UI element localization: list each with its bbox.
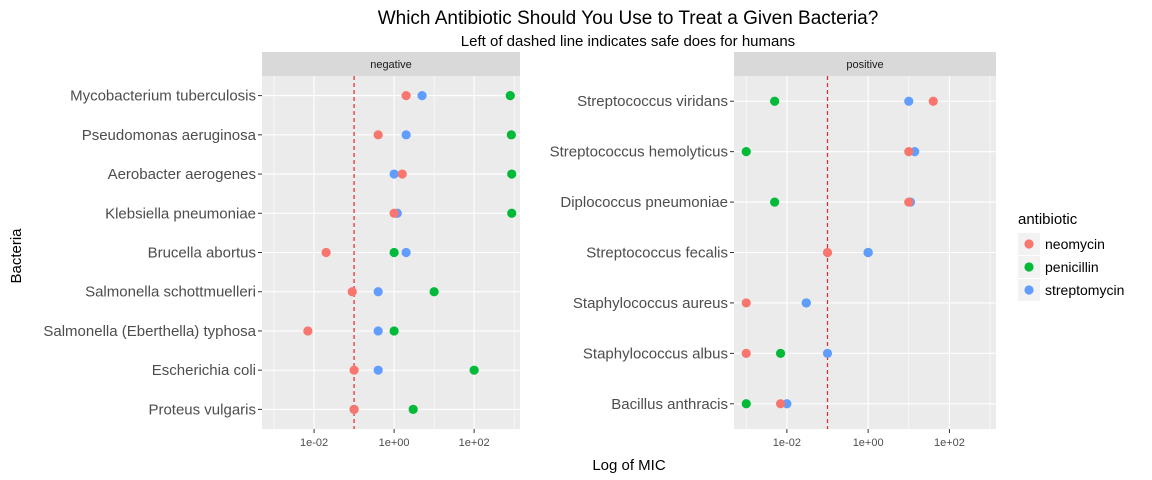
point-neomycin-aerobacter-aerogenes <box>397 169 407 179</box>
y-tick-label-mycobacterium-tuberculosis: Mycobacterium tuberculosis <box>70 88 256 105</box>
y-tick-label-streptococcus-hemolyticus: Streptococcus hemolyticus <box>550 144 728 161</box>
facet-strip-label: negative <box>370 59 412 71</box>
point-neomycin-salmonella-schottmuelleri <box>347 287 357 297</box>
x-tick-label: 1e+00 <box>853 437 884 449</box>
facet-panels: negative Mycobacterium tuberculosis Pseudo… <box>43 52 996 449</box>
point-streptomycin-brucella-abortus <box>401 247 411 258</box>
point-streptomycin-salmonella-eberthella-typhosa <box>373 326 383 336</box>
y-tick-label-aerobacter-aerogenes: Aerobacter aerogenes <box>108 166 256 183</box>
point-neomycin-mycobacterium-tuberculosis <box>401 91 411 101</box>
point-penicillin-proteus-vulgaris <box>408 404 418 414</box>
legend-swatch-streptomycin <box>1024 285 1034 295</box>
point-penicillin-salmonella-eberthella-typhosa <box>389 326 399 336</box>
point-penicillin-mycobacterium-tuberculosis <box>505 91 515 101</box>
point-neomycin-pseudomonas-aeruginosa <box>373 130 383 140</box>
point-neomycin-bacillus-anthracis <box>775 399 786 409</box>
y-tick-label-staphylococcus-aureus: Staphylococcus aureus <box>573 295 728 312</box>
point-streptomycin-staphylococcus-albus <box>822 348 833 358</box>
x-tick-label: 1e+02 <box>459 437 490 449</box>
x-tick-label: 1e-02 <box>773 437 801 449</box>
panel-negative: negative Mycobacterium tuberculosis Pseudo… <box>43 52 520 449</box>
point-streptomycin-escherichia-coli <box>373 365 383 375</box>
legend-title: antibiotic <box>1018 211 1078 228</box>
x-tick-label: 1e+00 <box>379 437 410 449</box>
y-tick-label-klebsiella-pneumoniae: Klebsiella pneumoniae <box>105 205 256 222</box>
point-penicillin-staphylococcus-albus <box>775 348 786 358</box>
point-streptomycin-bacillus-anthracis <box>782 399 792 409</box>
point-streptomycin-pseudomonas-aeruginosa <box>401 130 411 140</box>
y-tick-label-salmonella-eberthella-typhosa: Salmonella (Eberthella) typhosa <box>43 323 256 340</box>
point-streptomycin-salmonella-schottmuelleri <box>373 287 383 297</box>
facet-strip-label: positive <box>846 59 883 71</box>
y-tick-label-brucella-abortus: Brucella abortus <box>148 245 256 262</box>
x-tick-label: 1e-02 <box>300 437 328 449</box>
legend-label-penicillin: penicillin <box>1045 259 1099 275</box>
legend-entries: neomycin penicillin streptomycin <box>1018 233 1124 301</box>
point-neomycin-diplococcus-pneumoniae <box>904 197 914 207</box>
legend-label-neomycin: neomycin <box>1045 236 1105 252</box>
point-penicillin-pseudomonas-aeruginosa <box>506 130 516 140</box>
legend: antibiotic neomycin penicillin streptomyci… <box>1018 211 1124 301</box>
point-penicillin-brucella-abortus <box>389 247 399 258</box>
y-tick-label-salmonella-schottmuelleri: Salmonella schottmuelleri <box>85 284 256 301</box>
chart-subtitle: Left of dashed line indicates safe does … <box>461 33 795 50</box>
point-streptomycin-mycobacterium-tuberculosis <box>417 91 427 101</box>
point-streptomycin-aerobacter-aerogenes <box>389 169 399 179</box>
point-penicillin-escherichia-coli <box>469 365 479 375</box>
facet-strip-negative <box>262 52 520 76</box>
point-penicillin-klebsiella-pneumoniae <box>507 208 517 218</box>
point-penicillin-bacillus-anthracis <box>741 399 751 409</box>
point-penicillin-streptococcus-hemolyticus <box>741 147 751 157</box>
legend-swatch-neomycin <box>1024 239 1034 249</box>
y-tick-label-escherichia-coli: Escherichia coli <box>152 362 256 379</box>
legend-swatch-penicillin <box>1024 262 1034 272</box>
y-tick-label-staphylococcus-albus: Staphylococcus albus <box>583 345 728 362</box>
point-streptomycin-streptococcus-viridans <box>904 96 914 106</box>
point-neomycin-proteus-vulgaris <box>349 404 359 414</box>
facet-strip-positive <box>734 52 996 76</box>
point-streptomycin-streptococcus-fecalis <box>863 247 873 258</box>
y-axis-title: Bacteria <box>8 228 25 284</box>
x-axis-title: Log of MIC <box>592 457 666 474</box>
chart-title: Which Antibiotic Should You Use to Treat… <box>378 8 879 29</box>
y-tick-label-streptococcus-fecalis: Streptococcus fecalis <box>586 245 728 262</box>
point-penicillin-salmonella-schottmuelleri <box>429 287 439 297</box>
y-tick-label-proteus-vulgaris: Proteus vulgaris <box>148 401 256 418</box>
point-streptomycin-staphylococcus-aureus <box>801 298 811 308</box>
point-neomycin-streptococcus-fecalis <box>822 247 833 258</box>
legend-label-streptomycin: streptomycin <box>1045 282 1124 298</box>
point-neomycin-streptococcus-hemolyticus <box>904 147 914 157</box>
point-penicillin-streptococcus-viridans <box>770 96 780 106</box>
y-tick-label-bacillus-anthracis: Bacillus anthracis <box>611 396 728 413</box>
point-neomycin-escherichia-coli <box>349 365 359 375</box>
point-penicillin-aerobacter-aerogenes <box>507 169 517 179</box>
point-neomycin-brucella-abortus <box>321 247 331 258</box>
y-tick-label-diplococcus-pneumoniae: Diplococcus pneumoniae <box>560 194 728 211</box>
point-neomycin-staphylococcus-albus <box>741 348 751 358</box>
point-neomycin-salmonella-eberthella-typhosa <box>303 326 313 336</box>
x-tick-label: 1e+02 <box>934 437 965 449</box>
point-neomycin-streptococcus-viridans <box>928 96 938 106</box>
panel-positive: positive Streptococcus viridans Streptococ… <box>550 52 996 449</box>
y-tick-label-pseudomonas-aeruginosa: Pseudomonas aeruginosa <box>82 127 257 144</box>
point-neomycin-staphylococcus-aureus <box>741 298 751 308</box>
y-tick-label-streptococcus-viridans: Streptococcus viridans <box>577 93 728 110</box>
point-neomycin-klebsiella-pneumoniae <box>389 208 399 218</box>
point-penicillin-diplococcus-pneumoniae <box>770 197 780 207</box>
